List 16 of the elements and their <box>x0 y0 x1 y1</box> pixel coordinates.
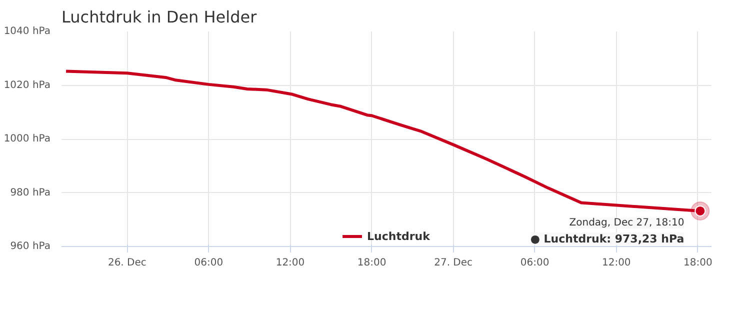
x-tick-label: 26. Dec <box>108 258 146 268</box>
y-tick-label: 1040 hPa <box>4 26 51 37</box>
chart-title: Luchtdruk in Den Helder <box>62 8 258 26</box>
x-tick-label: 27. Dec <box>434 258 473 268</box>
y-tick-label: 1020 hPa <box>4 80 51 91</box>
annotation: Zondag, Dec 27, 18:10 ● Luchtdruk: 973,23 hPa <box>530 217 684 246</box>
y-tick-label: 1000 hPa <box>4 134 51 144</box>
x-tick-label: 12:00 <box>602 258 631 268</box>
y-tick-label: 980 hPa <box>10 187 50 198</box>
x-tick-label: 18:00 <box>357 258 386 268</box>
y-tick-label: 960 hPa <box>10 241 50 252</box>
x-tick-label: 12:00 <box>276 258 305 268</box>
x-tick-label: 18:00 <box>684 258 712 268</box>
x-tick-label: 06:00 <box>194 258 224 268</box>
legend-label: Luchtdruk <box>367 230 430 242</box>
x-tick-label: 06:00 <box>520 258 550 268</box>
